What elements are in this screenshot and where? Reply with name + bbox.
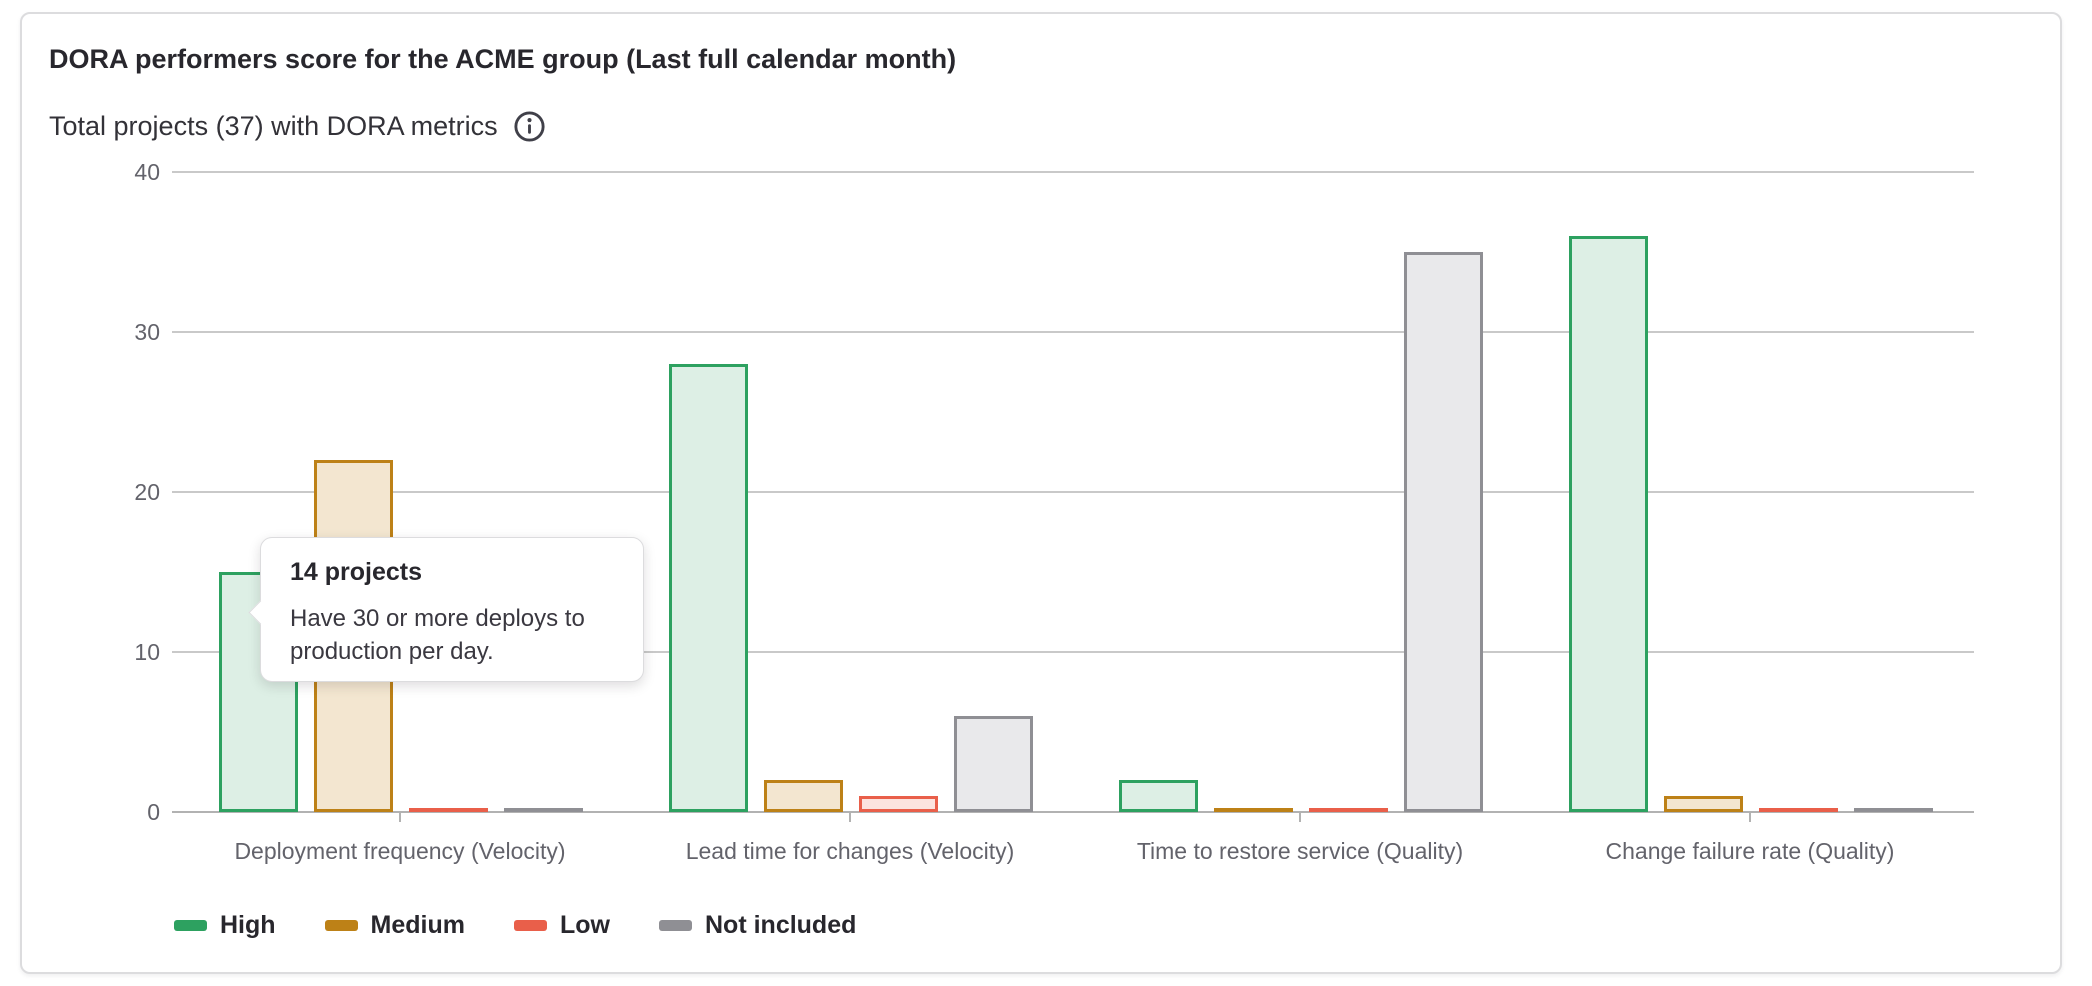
x-axis-label-category-3: Change failure rate (Quality)	[1605, 838, 1895, 864]
bar-low-category-0[interactable]	[409, 808, 488, 812]
legend-label: Not included	[705, 910, 857, 939]
tooltip-title: 14 projects	[290, 558, 423, 586]
y-axis-label-20: 20	[134, 479, 160, 505]
legend-swatch	[514, 919, 547, 931]
legend-label: Low	[560, 910, 610, 939]
bar-medium-category-1[interactable]	[764, 780, 843, 812]
chart-legend: High Medium Low Not included	[174, 907, 856, 943]
chart-title: DORA performers score for the ACME group…	[49, 44, 957, 74]
x-axis-tick	[1299, 813, 1301, 822]
gridline-30	[172, 331, 1974, 333]
gridline-40	[172, 171, 1974, 173]
bar-low-category-2[interactable]	[1309, 808, 1388, 812]
legend-label: High	[220, 910, 276, 939]
y-axis-label-40: 40	[134, 159, 160, 185]
legend-item-high[interactable]: High	[174, 911, 276, 940]
legend-swatch	[659, 919, 692, 931]
legend-swatch	[174, 919, 207, 931]
information-icon[interactable]	[513, 110, 546, 143]
bar-low-category-3[interactable]	[1759, 808, 1838, 812]
dora-performers-card: DORA performers score for the ACME group…	[20, 12, 2062, 974]
x-axis-label-category-1: Lead time for changes (Velocity)	[685, 838, 1015, 864]
y-axis-label-10: 10	[134, 639, 160, 665]
bar-chart: 40 30 20 10 0 Deployment frequency (Velocity)…	[22, 14, 2060, 972]
x-axis-label-category-0: Deployment frequency (Velocity)	[234, 838, 566, 864]
legend-item-medium[interactable]: Medium	[324, 910, 465, 940]
legend-swatch	[324, 919, 358, 931]
legend-item-not-included[interactable]: Not included	[659, 911, 856, 940]
tooltip-body: Have 30 or more deploys to production pe…	[290, 605, 585, 665]
gridline-10	[172, 651, 1974, 653]
bar-high-category-2[interactable]	[1119, 780, 1198, 812]
chart-subtitle-row: Total projects (37) with DORA metrics	[49, 110, 546, 143]
x-axis-tick	[849, 813, 851, 822]
bar-low-category-1[interactable]	[859, 796, 938, 812]
x-axis-tick	[1749, 813, 1751, 822]
bar-medium-category-2[interactable]	[1214, 808, 1293, 812]
bar-high-category-1[interactable]	[669, 364, 748, 812]
x-axis-label-category-2: Time to restore service (Quality)	[1136, 838, 1464, 864]
x-axis-line	[172, 811, 1974, 813]
legend-label: Medium	[370, 910, 465, 939]
gridline-20	[172, 491, 1974, 493]
bar-not-included-category-0[interactable]	[504, 808, 583, 812]
chart-tooltip: 14 projects Have 30 or more deploys to p…	[260, 537, 644, 682]
bar-medium-category-3[interactable]	[1664, 796, 1743, 812]
chart-subtitle: Total projects (37) with DORA metrics	[49, 111, 498, 141]
bar-high-category-3[interactable]	[1569, 236, 1648, 812]
x-axis-tick	[399, 813, 401, 822]
bar-not-included-category-3[interactable]	[1854, 808, 1933, 812]
y-axis-label-0: 0	[147, 799, 160, 825]
bar-not-included-category-2[interactable]	[1404, 252, 1483, 812]
legend-item-low[interactable]: Low	[514, 911, 610, 940]
y-axis-label-30: 30	[134, 319, 160, 345]
bar-not-included-category-1[interactable]	[954, 716, 1033, 812]
